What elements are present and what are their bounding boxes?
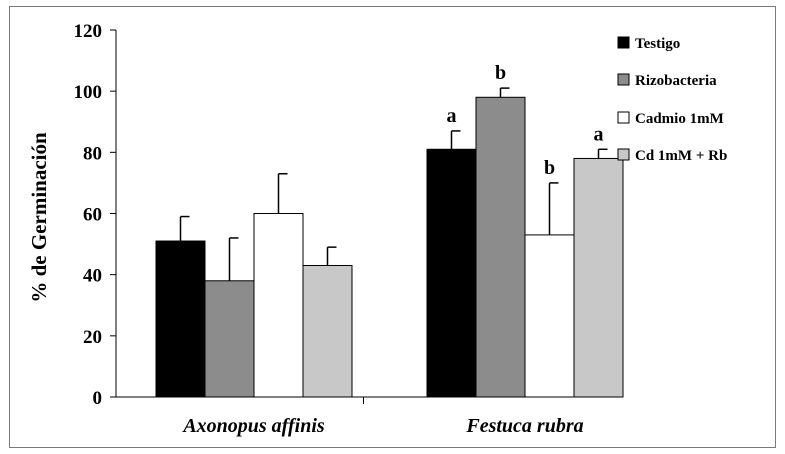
y-tick-label: 100 bbox=[74, 82, 103, 103]
bar-cadmio-1mm bbox=[253, 213, 304, 398]
category-labels: Axonopus affinis Festuca rubra bbox=[181, 415, 583, 437]
legend: Testigo Rizobacteria Cadmio 1mM Cd 1mM + Rb bbox=[617, 36, 727, 164]
y-tick-label: 60 bbox=[83, 205, 102, 226]
y-tick-label: 120 bbox=[74, 21, 103, 42]
y-axis-title: % de Germinación bbox=[27, 132, 51, 303]
legend-swatch bbox=[617, 36, 630, 49]
significance-label: b bbox=[495, 62, 506, 84]
y-tick-label: 0 bbox=[93, 388, 103, 409]
bar-chart: 0 20 40 60 80 100 120 a b b a Axonopus affinis Fes… bbox=[27, 21, 727, 437]
chart-frame: 0 20 40 60 80 100 120 a b b a Axonopus affinis Fes… bbox=[9, 6, 776, 448]
legend-swatch bbox=[617, 148, 630, 161]
bar-rizobacteria bbox=[204, 280, 255, 398]
legend-label: Testigo bbox=[635, 36, 680, 52]
significance-label: b bbox=[544, 157, 555, 179]
bar-cadmio-1mm bbox=[524, 234, 575, 398]
y-tick-label: 20 bbox=[83, 327, 102, 348]
significance-labels: a b b a bbox=[447, 62, 604, 179]
legend-swatch bbox=[617, 73, 630, 86]
bar-cd-1mm-rb bbox=[302, 264, 353, 398]
bar-testigo bbox=[155, 240, 206, 398]
legend-label: Cd 1mM + Rb bbox=[635, 148, 727, 164]
legend-swatch bbox=[617, 111, 630, 124]
bar-cd-1mm-rb bbox=[573, 157, 624, 398]
significance-label: a bbox=[594, 123, 604, 145]
category-label: Festuca rubra bbox=[465, 415, 583, 437]
y-tick-label: 40 bbox=[83, 266, 102, 287]
bar-rizobacteria bbox=[475, 96, 526, 398]
bars bbox=[155, 96, 624, 398]
bar-testigo bbox=[426, 148, 477, 398]
y-tick-label: 80 bbox=[83, 143, 102, 164]
legend-label: Rizobacteria bbox=[635, 73, 717, 89]
y-axis-ticks: 0 20 40 60 80 100 120 bbox=[74, 21, 116, 409]
error-bars bbox=[179, 87, 608, 281]
category-label: Axonopus affinis bbox=[181, 415, 325, 437]
significance-label: a bbox=[447, 105, 457, 127]
legend-label: Cadmio 1mM bbox=[635, 111, 724, 127]
